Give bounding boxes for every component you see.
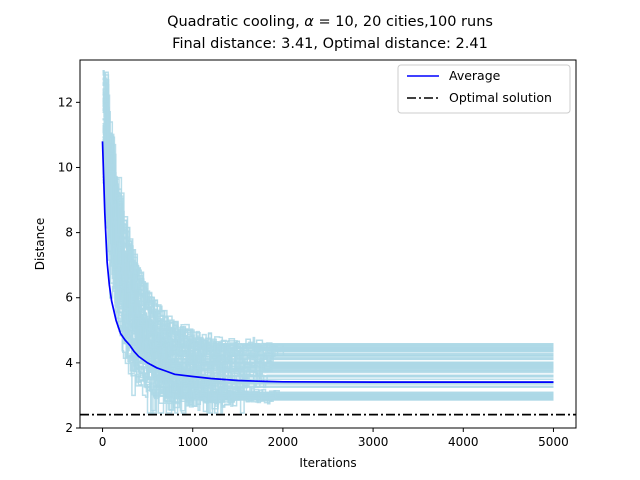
run-line [102, 145, 554, 353]
run-line [102, 78, 554, 414]
plot-frame [79, 59, 577, 429]
x-axis-label: Iterations [299, 456, 356, 470]
x-tick-label: 5000 [538, 435, 569, 449]
y-tick-label: 2 [65, 421, 73, 435]
run-line [102, 73, 554, 407]
x-tick-label: 1000 [177, 435, 208, 449]
y-tick-label: 6 [65, 291, 73, 305]
x-tick-label: 3000 [358, 435, 389, 449]
x-tick-label: 2000 [268, 435, 299, 449]
run-line [102, 124, 554, 349]
legend-label-average: Average [449, 68, 501, 83]
run-line [102, 84, 554, 359]
run-line [102, 167, 554, 394]
y-axis-label: Distance [33, 218, 47, 270]
legend-box [397, 64, 571, 114]
legend: Average Optimal solution [397, 64, 571, 114]
y-tick-label: 10 [58, 160, 73, 174]
run-line [102, 102, 554, 375]
average-line [101, 141, 554, 383]
legend-label-optimal: Optimal solution [449, 90, 552, 105]
run-line [102, 161, 554, 357]
y-tick-label: 8 [65, 226, 73, 240]
average-layer [101, 141, 554, 383]
run-line [102, 158, 554, 365]
y-tick-label: 4 [65, 356, 73, 370]
chart-title-line2: Final distance: 3.41, Optimal distance: … [172, 36, 488, 52]
x-tick-label: 0 [99, 435, 107, 449]
run-line [102, 154, 554, 350]
y-tick-label: 12 [58, 95, 73, 109]
axes: 0 1000 2000 3000 4000 5000 2 4 6 8 10 12 [58, 59, 577, 449]
x-tick-label: 4000 [448, 435, 479, 449]
chart-title-line1: Quadratic cooling, α = 10, 20 cities,100… [167, 14, 493, 30]
runs-layer [102, 69, 554, 414]
run-line [102, 98, 554, 349]
run-line [102, 164, 554, 377]
run-line [102, 77, 554, 348]
